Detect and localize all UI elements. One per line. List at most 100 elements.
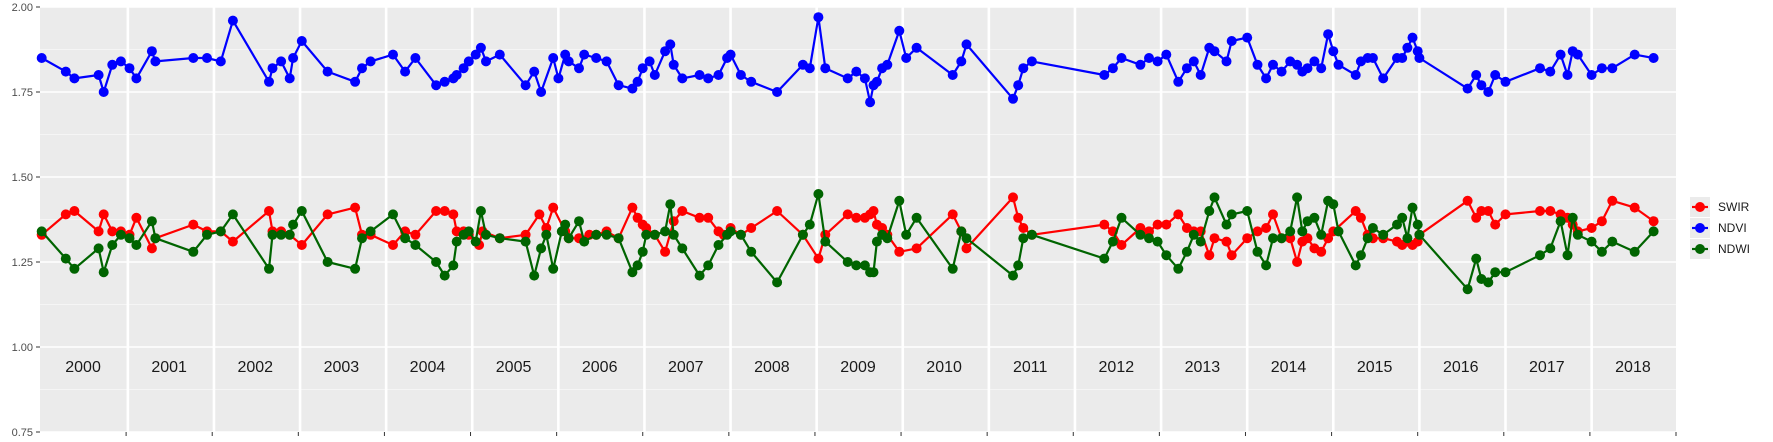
y-tick-label: 1.00: [12, 342, 33, 354]
data-point-ndwi: [93, 243, 104, 254]
data-point-ndvi: [668, 59, 679, 70]
data-point-ndvi: [601, 56, 612, 67]
data-point-ndvi: [1252, 59, 1263, 70]
data-point-ndvi: [1462, 83, 1473, 94]
data-point-ndvi: [388, 49, 398, 60]
data-point-ndwi: [1297, 226, 1308, 237]
y-axis: 0.75 1.00 1.25 1.50 1.75 2.00: [12, 2, 40, 439]
data-point-ndwi: [579, 236, 590, 247]
y-tick-label: 1.25: [12, 257, 33, 269]
data-point-ndwi: [1268, 233, 1278, 244]
data-point-ndvi: [470, 49, 481, 60]
data-point-ndwi: [591, 229, 602, 240]
data-point-swir: [69, 206, 80, 216]
year-label: 2003: [324, 359, 360, 376]
data-point-ndvi: [1490, 70, 1501, 80]
data-point-swir: [627, 202, 638, 213]
data-point-ndwi: [536, 243, 547, 254]
data-point-ndwi: [956, 226, 967, 237]
data-point-ndvi: [894, 25, 905, 36]
data-point-ndvi: [649, 70, 660, 80]
data-point-ndwi: [665, 199, 676, 210]
data-point-ndwi: [1292, 192, 1303, 203]
data-point-ndvi: [264, 76, 274, 87]
data-point-ndwi: [1471, 253, 1482, 264]
data-point-ndwi: [1309, 212, 1320, 223]
data-point-swir: [1204, 250, 1215, 261]
data-point-swir: [1471, 212, 1482, 223]
data-point-ndvi: [553, 73, 564, 84]
data-point-ndvi: [632, 76, 643, 87]
data-point-ndwi: [1226, 209, 1237, 220]
data-point-swir: [694, 212, 705, 223]
data-point-ndvi: [494, 49, 505, 60]
data-point-ndwi: [1221, 219, 1232, 230]
year-label: 2009: [840, 359, 876, 376]
data-point-ndvi: [1135, 59, 1146, 70]
data-point-ndvi: [350, 76, 361, 87]
data-point-ndwi: [1397, 212, 1408, 223]
data-point-ndwi: [463, 226, 474, 237]
year-label: 2016: [1443, 359, 1479, 376]
data-point-ndwi: [388, 209, 398, 220]
data-point-ndvi: [1276, 66, 1287, 77]
data-point-ndvi: [1414, 53, 1425, 63]
data-point-ndwi: [1572, 229, 1583, 240]
data-point-ndvi: [1483, 87, 1494, 97]
data-point-swir: [107, 226, 118, 237]
data-point-ndvi: [1333, 59, 1344, 70]
data-point-ndwi: [1407, 202, 1418, 213]
data-point-swir: [1013, 212, 1024, 223]
data-point-swir: [660, 246, 671, 257]
data-point-swir: [131, 212, 142, 223]
data-point-swir: [947, 209, 958, 220]
year-label: 2018: [1615, 359, 1651, 376]
data-point-ndwi: [1008, 270, 1018, 281]
data-point-ndwi: [1161, 250, 1172, 261]
data-point-ndwi: [1483, 277, 1494, 288]
year-label: 2001: [151, 359, 187, 376]
data-point-swir: [1586, 223, 1597, 233]
data-point-ndvi: [563, 56, 574, 67]
data-point-ndwi: [227, 209, 238, 220]
data-point-swir: [1268, 209, 1278, 220]
data-point-ndwi: [1333, 226, 1344, 237]
data-point-swir: [1161, 219, 1172, 230]
data-point-ndwi: [131, 240, 142, 250]
data-point-ndwi: [901, 229, 912, 240]
data-point-ndvi: [1013, 80, 1024, 91]
legend-label-ndvi: NDVI: [1718, 221, 1747, 235]
data-point-swir: [1099, 219, 1110, 230]
data-point-swir: [1316, 246, 1327, 257]
data-point-ndwi: [1316, 229, 1327, 240]
data-point-ndwi: [264, 263, 274, 274]
data-point-ndvi: [591, 53, 602, 63]
data-point-ndvi: [107, 59, 118, 70]
data-point-swir: [868, 206, 879, 216]
data-point-ndvi: [1008, 93, 1018, 104]
data-point-swir: [1221, 236, 1232, 247]
legend-label-swir: SWIR: [1718, 200, 1750, 214]
data-point-ndwi: [1355, 250, 1366, 261]
data-point-ndwi: [911, 212, 922, 223]
data-point-ndvi: [227, 15, 238, 26]
data-point-ndwi: [894, 195, 905, 206]
data-point-swir: [1462, 195, 1473, 206]
data-point-ndvi: [529, 66, 540, 77]
data-point-ndwi: [202, 229, 212, 240]
data-point-swir: [350, 202, 361, 213]
data-point-swir: [1261, 223, 1272, 233]
data-point-swir: [1607, 195, 1618, 206]
data-point-ndwi: [1285, 226, 1296, 237]
data-point-ndvi: [871, 76, 882, 87]
data-point-ndvi: [1152, 56, 1163, 67]
data-point-ndvi: [1316, 63, 1327, 74]
data-point-ndvi: [1181, 63, 1192, 74]
data-point-ndwi: [1152, 236, 1163, 247]
data-point-ndvi: [439, 76, 450, 87]
data-point-ndwi: [1242, 206, 1253, 216]
data-point-ndwi: [868, 267, 879, 278]
data-point-ndvi: [660, 46, 671, 57]
data-point-swir: [842, 209, 853, 220]
data-point-ndvi: [1173, 76, 1184, 87]
